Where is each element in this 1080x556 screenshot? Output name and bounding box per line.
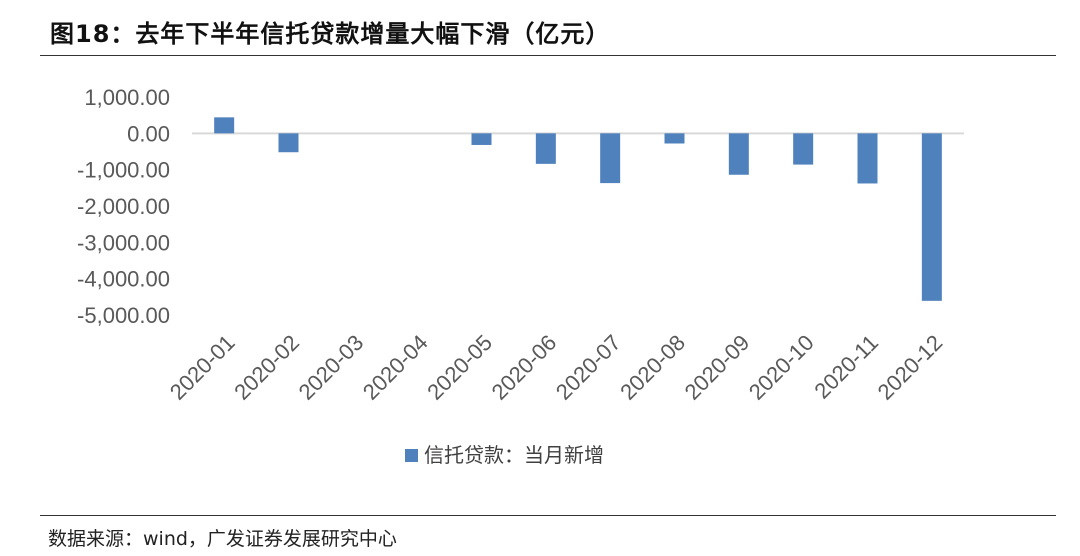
y-tick-label: -5,000.00 xyxy=(77,303,170,328)
y-tick-label: -4,000.00 xyxy=(77,267,170,292)
x-tick-label: 2020-03 xyxy=(294,330,369,405)
source-rule xyxy=(40,515,1056,516)
figure-title: 图18：去年下半年信托贷款增量大幅下滑（亿元） xyxy=(50,20,611,48)
bar-2020-05 xyxy=(471,133,492,145)
bar-2020-08 xyxy=(664,133,685,144)
y-tick-label: 1,000.00 xyxy=(84,85,170,110)
x-tick-label: 2020-06 xyxy=(487,330,562,405)
x-tick-label: 2020-09 xyxy=(680,330,755,405)
bar-2020-02 xyxy=(278,133,299,153)
x-tick-label: 2020-12 xyxy=(873,330,948,405)
x-tick-label: 2020-05 xyxy=(422,330,497,405)
x-tick-label: 2020-02 xyxy=(229,330,304,405)
bar-2020-10 xyxy=(793,133,814,165)
legend-swatch xyxy=(405,449,418,462)
x-tick-label: 2020-11 xyxy=(809,330,883,404)
y-tick-label: -2,000.00 xyxy=(77,194,170,219)
bar-2020-06 xyxy=(535,133,556,164)
title-rule xyxy=(40,55,1056,56)
x-tick-label: 2020-10 xyxy=(744,330,819,405)
data-source: 数据来源：wind，广发证券发展研究中心 xyxy=(48,528,397,550)
bar-2020-07 xyxy=(600,133,621,184)
bar-2020-09 xyxy=(728,133,749,175)
y-tick-label: -3,000.00 xyxy=(77,230,170,255)
bar-2020-01 xyxy=(214,117,235,134)
bar-2020-12 xyxy=(921,133,942,301)
x-tick-label: 2020-01 xyxy=(165,330,240,405)
bar-2020-11 xyxy=(857,133,878,184)
y-tick-label: -1,000.00 xyxy=(77,158,170,183)
x-tick-label: 2020-07 xyxy=(551,330,626,405)
x-tick-label: 2020-04 xyxy=(358,330,433,405)
x-tick-label: 2020-08 xyxy=(615,330,690,405)
y-tick-label: 0.00 xyxy=(127,121,170,146)
legend-label: 信托贷款：当月新增 xyxy=(424,443,604,467)
